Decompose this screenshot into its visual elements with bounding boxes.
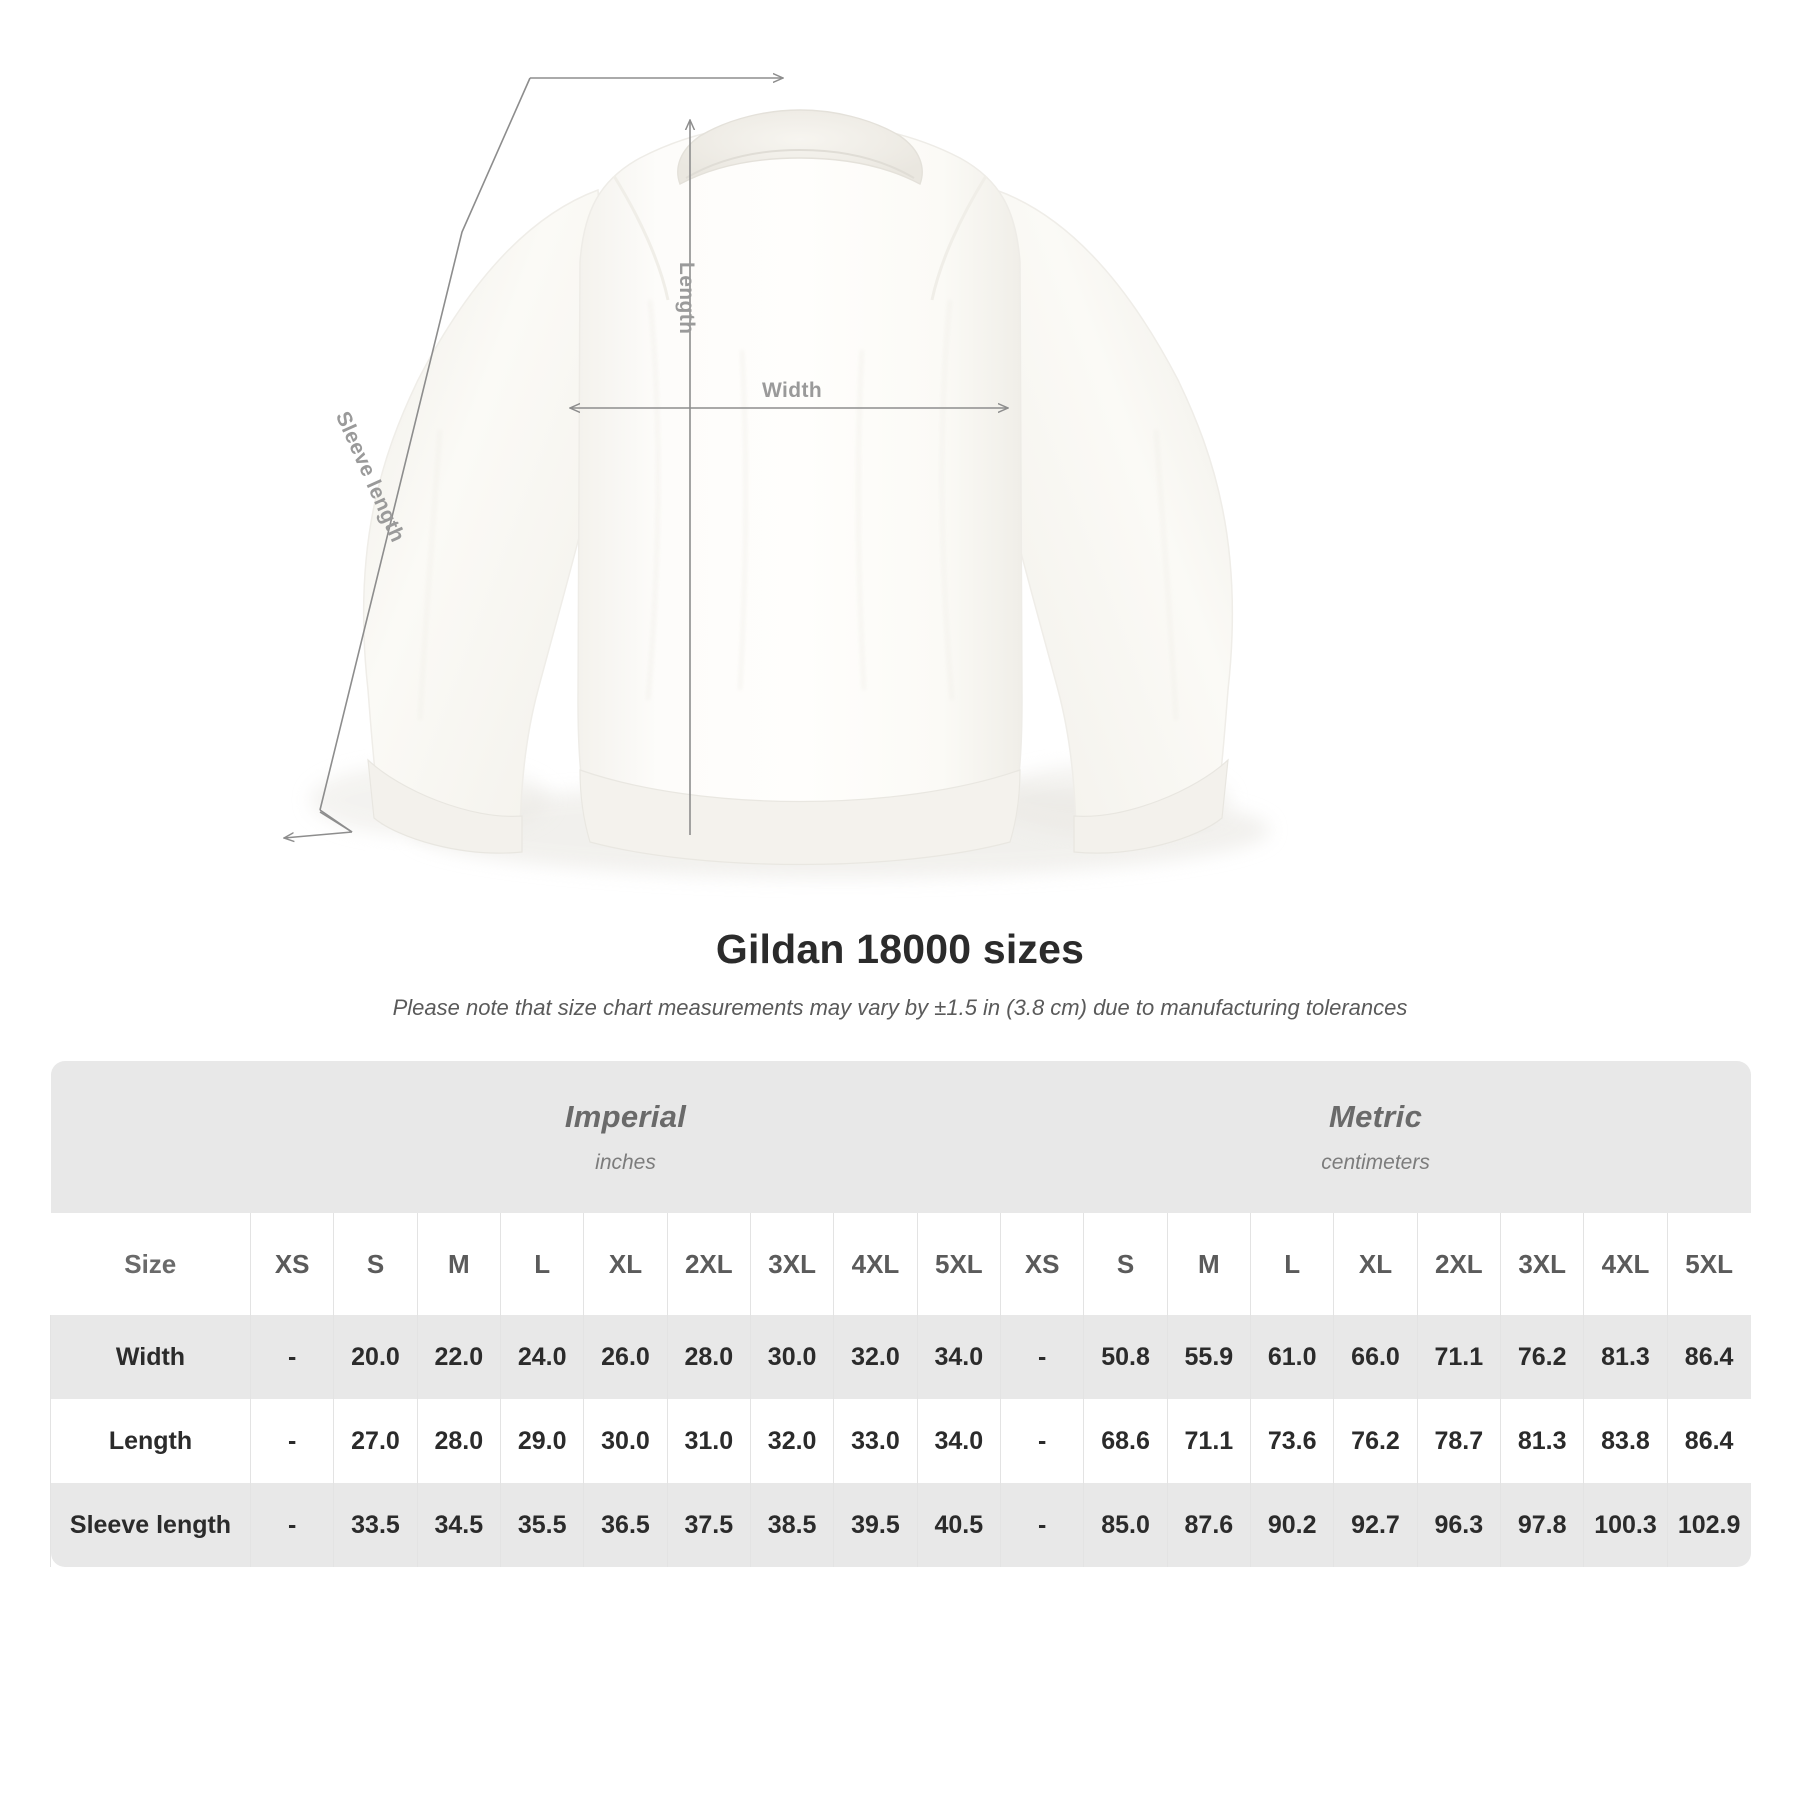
cell-width-metric-xl: 66.0 [1333,1315,1418,1399]
tolerance-note: Please note that size chart measurements… [392,995,1408,1020]
unit-group-sub: inches [595,1151,656,1174]
cell-length-metric-4xl: 83.8 [1583,1399,1668,1483]
cell-length-imperial-l: 29.0 [499,1399,584,1483]
unit-group-sub: centimeters [1321,1151,1430,1174]
cell-sleeve-length-imperial-3xl: 38.5 [749,1483,834,1567]
cell-sleeve-length-metric-4xl: 100.3 [1583,1483,1668,1567]
cell-width-metric-xs: - [1000,1315,1084,1399]
sweatshirt-illustration [310,109,1270,878]
cell-length-imperial-xl: 30.0 [583,1399,668,1483]
table-row: Length -27.0 28.0 29.0 30.0 31.0 32.0 33.0 34.0-… [50,1399,1751,1483]
cell-sleeve-length-metric-xl: 92.7 [1333,1483,1418,1567]
size-header-imperial-m: M [416,1213,501,1315]
cell-sleeve-length-imperial-xs: - [249,1483,334,1567]
cell-length-imperial-5xl: 34.0 [916,1399,1001,1483]
cell-sleeve-length-metric-l: 90.2 [1250,1483,1334,1567]
cell-sleeve-length-metric-3xl: 97.8 [1499,1483,1584,1567]
size-chart-table-wrapper: Imperial inches Metric centimeters Size XS S M L… [50,1061,1751,1567]
cell-sleeve-length-imperial-m: 34.5 [416,1483,501,1567]
cell-sleeve-length-imperial-2xl: 37.5 [666,1483,751,1567]
cell-width-metric-m: 55.9 [1166,1315,1251,1399]
size-header-imperial-xs: XS [249,1213,334,1315]
row-label-sleeve-length: Sleeve length [50,1483,251,1567]
cell-length-metric-m: 71.1 [1166,1399,1251,1483]
unit-group-imperial: Imperial inches [250,1061,1001,1213]
cell-length-metric-s: 68.6 [1083,1399,1168,1483]
unit-banner-spacer [50,1061,251,1213]
size-header-metric-5xl: 5XL [1666,1213,1751,1315]
unit-banner-row: Imperial inches Metric centimeters [50,1061,1751,1213]
size-row-label-header: Size [50,1213,251,1315]
cell-sleeve-length-metric-m: 87.6 [1166,1483,1251,1567]
size-header-imperial-l: L [499,1213,584,1315]
cell-length-metric-l: 73.6 [1250,1399,1334,1483]
cell-width-imperial-xl: 26.0 [583,1315,668,1399]
cell-width-metric-3xl: 76.2 [1499,1315,1584,1399]
product-figure: Length Width Sleeve length [282,72,1270,878]
cell-width-imperial-m: 22.0 [416,1315,501,1399]
cell-width-imperial-l: 24.0 [499,1315,584,1399]
cell-sleeve-length-imperial-s: 33.5 [333,1483,418,1567]
unit-group-name: Imperial [564,1099,687,1134]
row-label-width: Width [50,1315,251,1399]
cell-sleeve-length-metric-5xl: 102.9 [1666,1483,1751,1567]
width-annotation-label: Width [762,379,823,402]
size-header-imperial-xl: XL [583,1213,668,1315]
size-header-metric-2xl: 2XL [1416,1213,1501,1315]
cell-sleeve-length-metric-s: 85.0 [1083,1483,1168,1567]
cell-width-imperial-5xl: 34.0 [916,1315,1001,1399]
cell-sleeve-length-imperial-4xl: 39.5 [833,1483,918,1567]
cell-width-metric-l: 61.0 [1250,1315,1334,1399]
table-row: Width -20.0 22.0 24.0 26.0 28.0 30.0 32.0 34.0-5… [50,1315,1751,1399]
size-header-imperial-s: S [333,1213,418,1315]
size-header-metric-l: L [1250,1213,1334,1315]
cell-sleeve-length-metric-2xl: 96.3 [1416,1483,1501,1567]
row-label-length: Length [50,1399,251,1483]
size-header-imperial-2xl: 2XL [666,1213,751,1315]
size-header-metric-xl: XL [1333,1213,1418,1315]
cell-width-imperial-xs: - [249,1315,334,1399]
size-header-metric-xs: XS [1000,1213,1084,1315]
size-header-metric-s: S [1083,1213,1168,1315]
cell-length-metric-3xl: 81.3 [1499,1399,1584,1483]
cell-width-metric-s: 50.8 [1083,1315,1168,1399]
cell-length-metric-2xl: 78.7 [1416,1399,1501,1483]
size-header-imperial-3xl: 3XL [749,1213,834,1315]
size-header-metric-3xl: 3XL [1499,1213,1584,1315]
cell-sleeve-length-imperial-xl: 36.5 [583,1483,668,1567]
cell-length-imperial-xs: - [249,1399,334,1483]
cell-width-imperial-4xl: 32.0 [833,1315,918,1399]
size-chart-table: Imperial inches Metric centimeters Size XS S M L… [50,1061,1751,1567]
unit-group-name: Metric [1329,1099,1423,1134]
title-block: Gildan 18000 sizes Please note that size… [0,920,1800,1021]
length-annotation-label: Length [675,262,698,335]
size-header-imperial-4xl: 4XL [833,1213,918,1315]
cell-width-metric-4xl: 81.3 [1583,1315,1668,1399]
cell-width-imperial-s: 20.0 [333,1315,418,1399]
cell-width-metric-5xl: 86.4 [1666,1315,1751,1399]
unit-group-metric: Metric centimeters [1000,1061,1751,1213]
cell-length-metric-xs: - [1000,1399,1084,1483]
size-header-row: Size XS S M L XL 2XL 3XL 4XL 5XL XS S M L XL 2XL 3XL 4XL 5… [50,1213,1751,1315]
cell-length-metric-5xl: 86.4 [1666,1399,1751,1483]
cell-sleeve-length-imperial-5xl: 40.5 [916,1483,1001,1567]
cell-length-imperial-s: 27.0 [333,1399,418,1483]
cell-length-imperial-2xl: 31.0 [666,1399,751,1483]
cell-sleeve-length-imperial-l: 35.5 [499,1483,584,1567]
size-header-metric-4xl: 4XL [1583,1213,1668,1315]
size-header-metric-m: M [1166,1213,1251,1315]
cell-length-metric-xl: 76.2 [1333,1399,1418,1483]
cell-sleeve-length-metric-xs: - [1000,1483,1084,1567]
cell-width-metric-2xl: 71.1 [1416,1315,1501,1399]
cell-length-imperial-m: 28.0 [416,1399,501,1483]
cell-width-imperial-2xl: 28.0 [666,1315,751,1399]
table-row: Sleeve length -33.5 34.5 35.5 36.5 37.5 38.5 39… [50,1483,1751,1567]
cell-length-imperial-4xl: 33.0 [833,1399,918,1483]
size-header-imperial-5xl: 5XL [916,1213,1001,1315]
cell-width-imperial-3xl: 30.0 [749,1315,834,1399]
cell-length-imperial-3xl: 32.0 [749,1399,834,1483]
page-title: Gildan 18000 sizes [715,926,1085,972]
